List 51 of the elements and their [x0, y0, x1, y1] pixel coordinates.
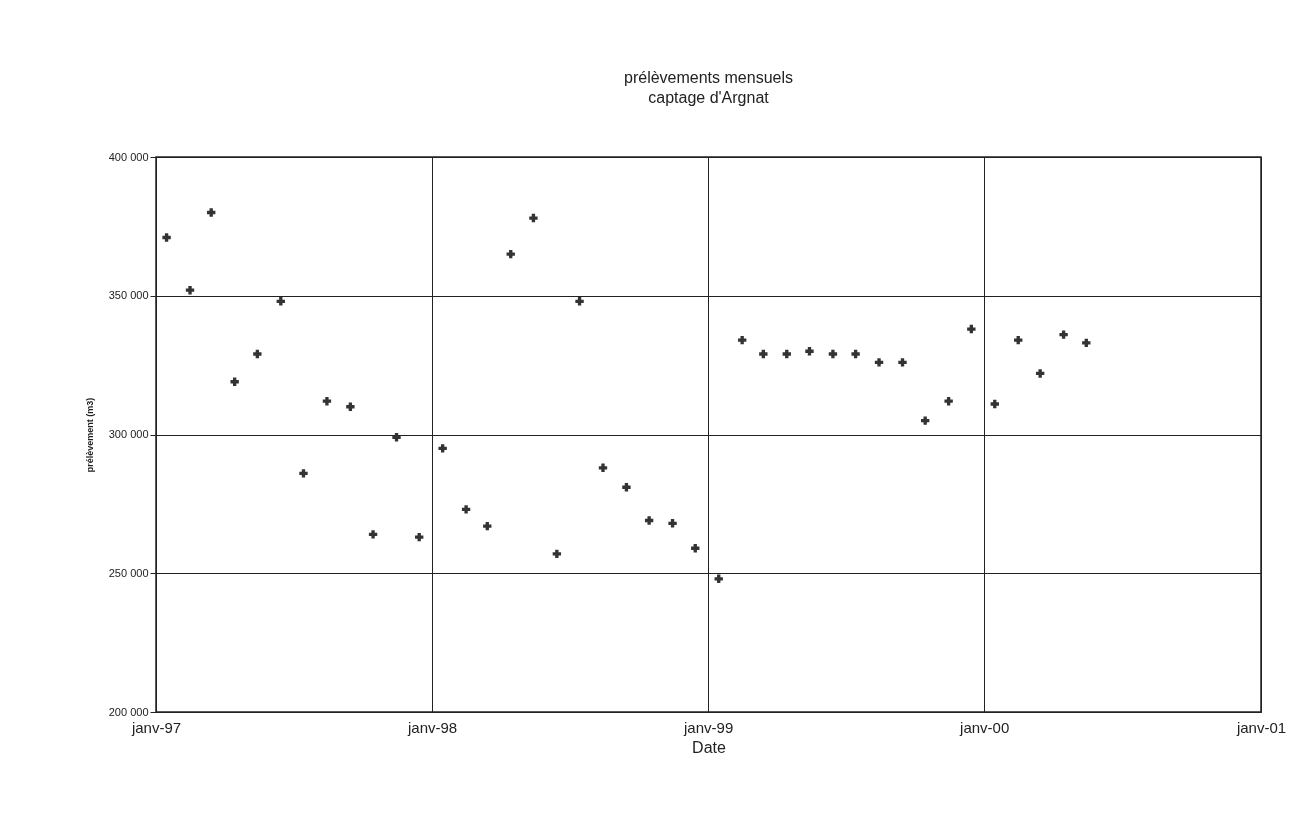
point: [392, 433, 401, 442]
point: [322, 397, 332, 406]
point: [299, 469, 308, 478]
x-tick-label: janv-97: [130, 718, 182, 736]
point: [967, 324, 976, 334]
point: [898, 358, 907, 367]
point: [1035, 369, 1045, 378]
y-tick-label: 400 000: [108, 150, 149, 163]
point: [668, 519, 677, 528]
point: [598, 463, 608, 472]
point: [368, 530, 378, 539]
y-axis-title: prélèvement (m3): [84, 397, 95, 473]
point: [1014, 335, 1023, 345]
x-axis-title: Date: [692, 738, 726, 756]
point: [438, 444, 447, 453]
point: [759, 349, 768, 359]
point: [990, 399, 999, 409]
point: [874, 358, 884, 367]
point: [253, 349, 262, 359]
point: [805, 347, 814, 356]
point: [483, 521, 492, 531]
point: [552, 549, 562, 559]
point: [1082, 338, 1091, 348]
y-tick-label: 200 000: [108, 705, 149, 718]
point: [506, 249, 515, 259]
y-tick-label: 300 000: [108, 428, 149, 440]
point: [782, 349, 791, 359]
point: [737, 335, 747, 345]
chart-subtitle: captage d'Argnat: [648, 89, 770, 106]
y-tick-label: 250 000: [108, 566, 149, 579]
point: [207, 208, 216, 217]
x-tick-label: janv-01: [1235, 718, 1287, 736]
point: [851, 349, 860, 359]
point: [575, 297, 584, 306]
point: [622, 483, 631, 492]
x-tick-label: janv-99: [683, 718, 734, 736]
point: [529, 213, 538, 223]
x-tick-label: janv-00: [959, 718, 1010, 736]
x-tick-label: janv-98: [406, 718, 458, 736]
point: [644, 516, 654, 525]
chart-title: prélèvements mensuels: [624, 69, 793, 86]
y-tick-label: 350 000: [108, 289, 149, 302]
point: [230, 377, 239, 386]
point: [461, 505, 471, 514]
point: [921, 416, 930, 425]
point: [185, 286, 195, 295]
point: [346, 402, 355, 411]
point: [162, 233, 171, 242]
point: [828, 349, 838, 359]
point: [944, 397, 953, 406]
point: [1059, 330, 1068, 339]
